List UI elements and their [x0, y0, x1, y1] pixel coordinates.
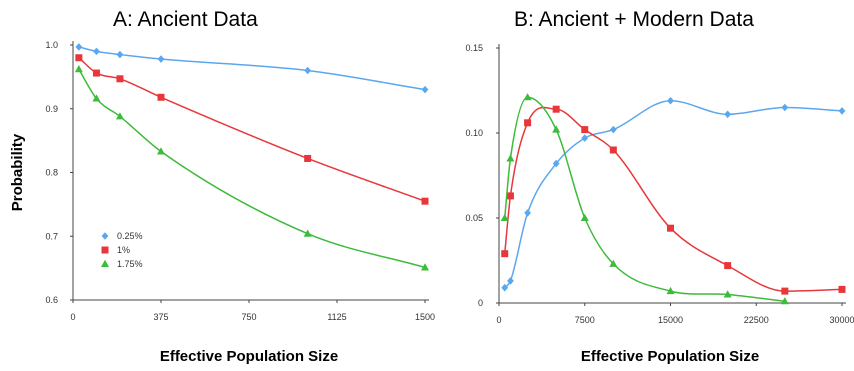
data-point [92, 94, 101, 102]
y-tick-label: 0.6 [45, 295, 58, 305]
data-point [116, 50, 124, 59]
data-point [421, 85, 429, 94]
series-line [504, 99, 843, 289]
data-point [580, 213, 589, 221]
data-point [581, 134, 589, 142]
data-point [609, 146, 617, 154]
y-tick-label: 0.9 [45, 104, 58, 114]
y-tick-label: 0.8 [45, 168, 58, 178]
data-point [524, 209, 531, 217]
data-point [421, 263, 429, 271]
x-tick-label: 0 [70, 312, 75, 322]
data-point [157, 147, 165, 155]
legend-marker [101, 259, 109, 267]
chart-title: B: Ancient + Modern Data [514, 8, 754, 31]
data-point [506, 154, 515, 162]
x-tick-label: 22500 [744, 315, 769, 325]
data-point [724, 110, 732, 119]
data-point [666, 286, 675, 295]
legend-label: 1.75% [117, 259, 143, 269]
data-point [780, 297, 789, 305]
y-axis-label: Probability [9, 133, 26, 211]
data-point [523, 93, 532, 101]
legend-label: 0.25% [117, 231, 143, 241]
data-point [93, 47, 100, 56]
data-point [781, 103, 789, 112]
y-tick-label: 0.7 [45, 231, 58, 241]
x-axis-label: Effective Population Size [581, 348, 759, 365]
y-tick-label: 0.10 [465, 128, 483, 138]
x-tick-label: 7500 [575, 315, 595, 325]
data-point [507, 277, 514, 285]
series-triangle [74, 65, 429, 271]
data-point [524, 119, 532, 127]
data-point [116, 75, 124, 83]
data-point [501, 283, 509, 292]
data-point [581, 126, 589, 134]
data-point [115, 112, 124, 120]
legend-label: 1% [117, 245, 130, 255]
data-point [303, 229, 312, 237]
series-triangle [500, 93, 789, 305]
y-tick-label: 1.0 [45, 40, 58, 50]
data-point [552, 105, 560, 113]
data-point [92, 69, 100, 77]
data-point [75, 43, 83, 51]
series-line [503, 96, 785, 303]
data-point [723, 290, 732, 298]
data-point [304, 66, 312, 75]
data-point [838, 285, 846, 293]
data-point [838, 107, 846, 115]
data-point [667, 224, 674, 232]
x-tick-label: 1125 [327, 312, 346, 322]
data-point [421, 197, 429, 205]
y-tick-label: 0 [478, 298, 483, 308]
legend: 0.25% 1% 1.75% [101, 231, 143, 269]
data-point [552, 159, 560, 168]
data-point [157, 93, 165, 101]
data-point [501, 250, 509, 258]
series-line [78, 57, 426, 202]
x-tick-label: 30000 [829, 315, 854, 325]
data-point [552, 125, 561, 133]
chart-title: A: Ancient Data [113, 8, 258, 31]
data-point [75, 54, 83, 62]
series-square [75, 54, 429, 205]
series-diamond [501, 96, 846, 292]
x-axis-label: Effective Population Size [160, 348, 338, 365]
data-point [609, 125, 617, 134]
legend-marker [101, 246, 109, 254]
data-point [157, 55, 165, 63]
x-tick-label: 750 [241, 312, 256, 322]
series-line [503, 106, 843, 292]
chart-panel-b: B: Ancient + Modern Data 0 7500 15000 22500 3… [465, 8, 854, 365]
x-tick-label: 0 [496, 315, 501, 325]
series-diamond [75, 43, 429, 94]
data-point [667, 96, 674, 105]
x-tick-label: 375 [153, 312, 168, 322]
data-point [781, 287, 789, 295]
x-tick-label: 1500 [415, 312, 435, 322]
data-point [304, 154, 312, 162]
data-point [609, 259, 618, 267]
data-point [724, 262, 732, 270]
y-tick-label: 0.05 [465, 213, 483, 223]
y-tick-label: 0.15 [465, 43, 483, 53]
legend-marker [101, 232, 109, 240]
x-tick-label: 15000 [658, 315, 683, 325]
data-point [500, 213, 509, 221]
chart-panel-a: A: Ancient Data 0 375 750 1125 1500 0.6 0.7 0.8 0… [9, 8, 435, 365]
data-point [506, 192, 514, 200]
series-square [501, 105, 846, 295]
data-point [74, 65, 83, 73]
